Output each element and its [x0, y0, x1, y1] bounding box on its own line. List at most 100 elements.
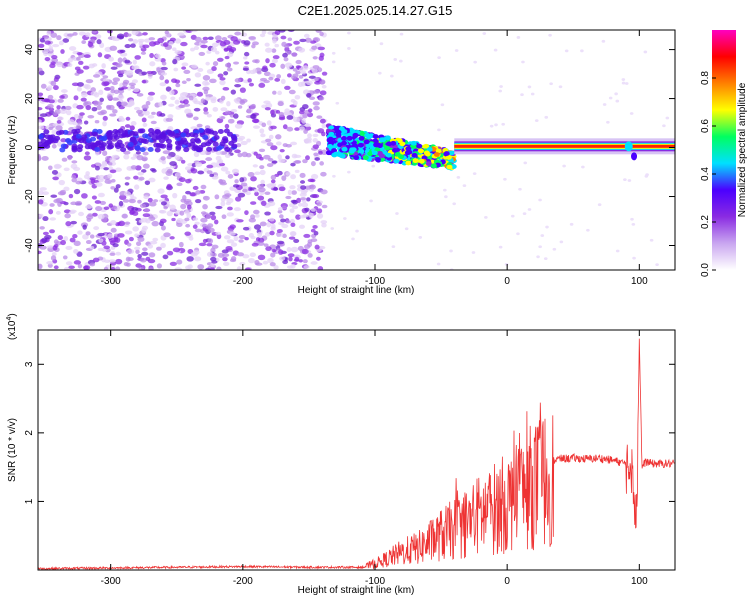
faint-blob: [649, 238, 654, 242]
noise-blob: [52, 111, 58, 116]
faint-blob: [498, 89, 503, 93]
noise-blob: [301, 199, 307, 203]
noise-blob: [59, 95, 65, 99]
noise-blob: [309, 184, 316, 190]
noise-blob: [73, 114, 80, 119]
transition-blob: [446, 164, 453, 170]
noise-blob: [230, 36, 238, 42]
noise-blob: [294, 169, 300, 173]
noise-blob: [52, 245, 58, 251]
noise-blob: [94, 120, 100, 124]
transition-blob: [333, 151, 340, 157]
noise-blob: [251, 242, 259, 247]
noise-blob: [271, 58, 279, 64]
noise-blob: [139, 203, 146, 208]
noise-blob: [85, 104, 92, 111]
noise-blob: [80, 97, 87, 102]
noise-blob: [169, 236, 175, 240]
faint-blob: [586, 228, 590, 232]
noise-blob: [147, 91, 156, 96]
noise-blob: [110, 227, 117, 233]
noise-blob: [220, 197, 226, 202]
noise-blob: [302, 214, 309, 218]
noise-blob: [205, 214, 212, 219]
noise-blob: [273, 265, 279, 270]
noise-blob: [193, 107, 201, 112]
band-blob: [43, 129, 50, 135]
faint-blob: [521, 60, 525, 64]
band-blob: [155, 135, 162, 141]
noise-blob: [312, 56, 318, 60]
noise-blob: [180, 159, 186, 164]
noise-blob: [210, 46, 217, 53]
noise-blob: [184, 231, 192, 236]
noise-blob: [303, 129, 308, 134]
noise-blob: [290, 98, 296, 103]
faint-blob: [347, 170, 351, 174]
noise-blob: [321, 149, 328, 156]
noise-blob: [217, 252, 225, 258]
noise-blob: [279, 214, 284, 219]
noise-blob: [211, 42, 219, 48]
noise-blob: [94, 200, 102, 204]
noise-blob: [290, 174, 297, 180]
noise-blob: [227, 174, 234, 179]
noise-blob: [57, 98, 64, 103]
noise-blob: [299, 197, 307, 201]
noise-blob: [42, 216, 49, 222]
noise-blob: [63, 186, 70, 192]
colorbar: 0.0 0.2 0.4 0.6 0.8 Normalized spectral ampl…: [700, 30, 748, 277]
noise-blob: [200, 44, 208, 49]
faint-blob: [510, 214, 515, 218]
noise-blob: [223, 261, 230, 267]
noise-blob: [294, 95, 301, 100]
noise-blob: [109, 113, 117, 117]
band-blob: [147, 132, 154, 138]
noise-blob: [63, 236, 69, 242]
noise-blob: [56, 61, 63, 68]
noise-blob: [265, 102, 273, 109]
noise-blob: [250, 201, 257, 205]
noise-blob: [81, 92, 88, 98]
noise-blob: [290, 162, 296, 167]
noise-blob: [79, 112, 85, 116]
transition-blob: [418, 158, 425, 164]
noise-blob: [63, 167, 70, 172]
noise-blob: [293, 40, 300, 45]
noise-blob: [295, 214, 301, 220]
noise-blob: [49, 217, 57, 221]
noise-blob: [268, 76, 274, 81]
transition-blob: [374, 157, 381, 162]
noise-blob: [118, 200, 124, 207]
noise-blob: [251, 118, 259, 123]
noise-blob: [316, 256, 321, 261]
noise-blob: [173, 67, 179, 72]
noise-blob: [63, 266, 70, 270]
faint-blob: [503, 177, 507, 181]
noise-blob: [277, 154, 282, 160]
noise-blob: [276, 228, 283, 233]
noise-blob: [83, 54, 91, 59]
noise-blob: [68, 265, 75, 269]
noise-blob: [116, 33, 125, 39]
noise-blob: [130, 121, 137, 126]
noise-blob: [276, 74, 282, 79]
noise-blob: [215, 50, 220, 55]
noise-blob: [55, 197, 63, 203]
noise-blob: [267, 201, 276, 207]
noise-blob: [46, 30, 52, 36]
noise-blob: [186, 256, 194, 262]
noise-blob: [206, 242, 213, 247]
noise-blob: [229, 258, 237, 263]
noise-blob: [261, 104, 268, 109]
noise-blob: [102, 78, 110, 83]
noise-blob: [76, 51, 83, 56]
transition-blob: [376, 150, 383, 156]
faint-blob: [331, 51, 336, 55]
noise-blob: [174, 79, 181, 84]
noise-blob: [109, 169, 117, 174]
faint-blob: [530, 92, 535, 96]
noise-blob: [42, 231, 49, 236]
noise-blob: [97, 174, 106, 181]
noise-blob: [124, 230, 133, 235]
